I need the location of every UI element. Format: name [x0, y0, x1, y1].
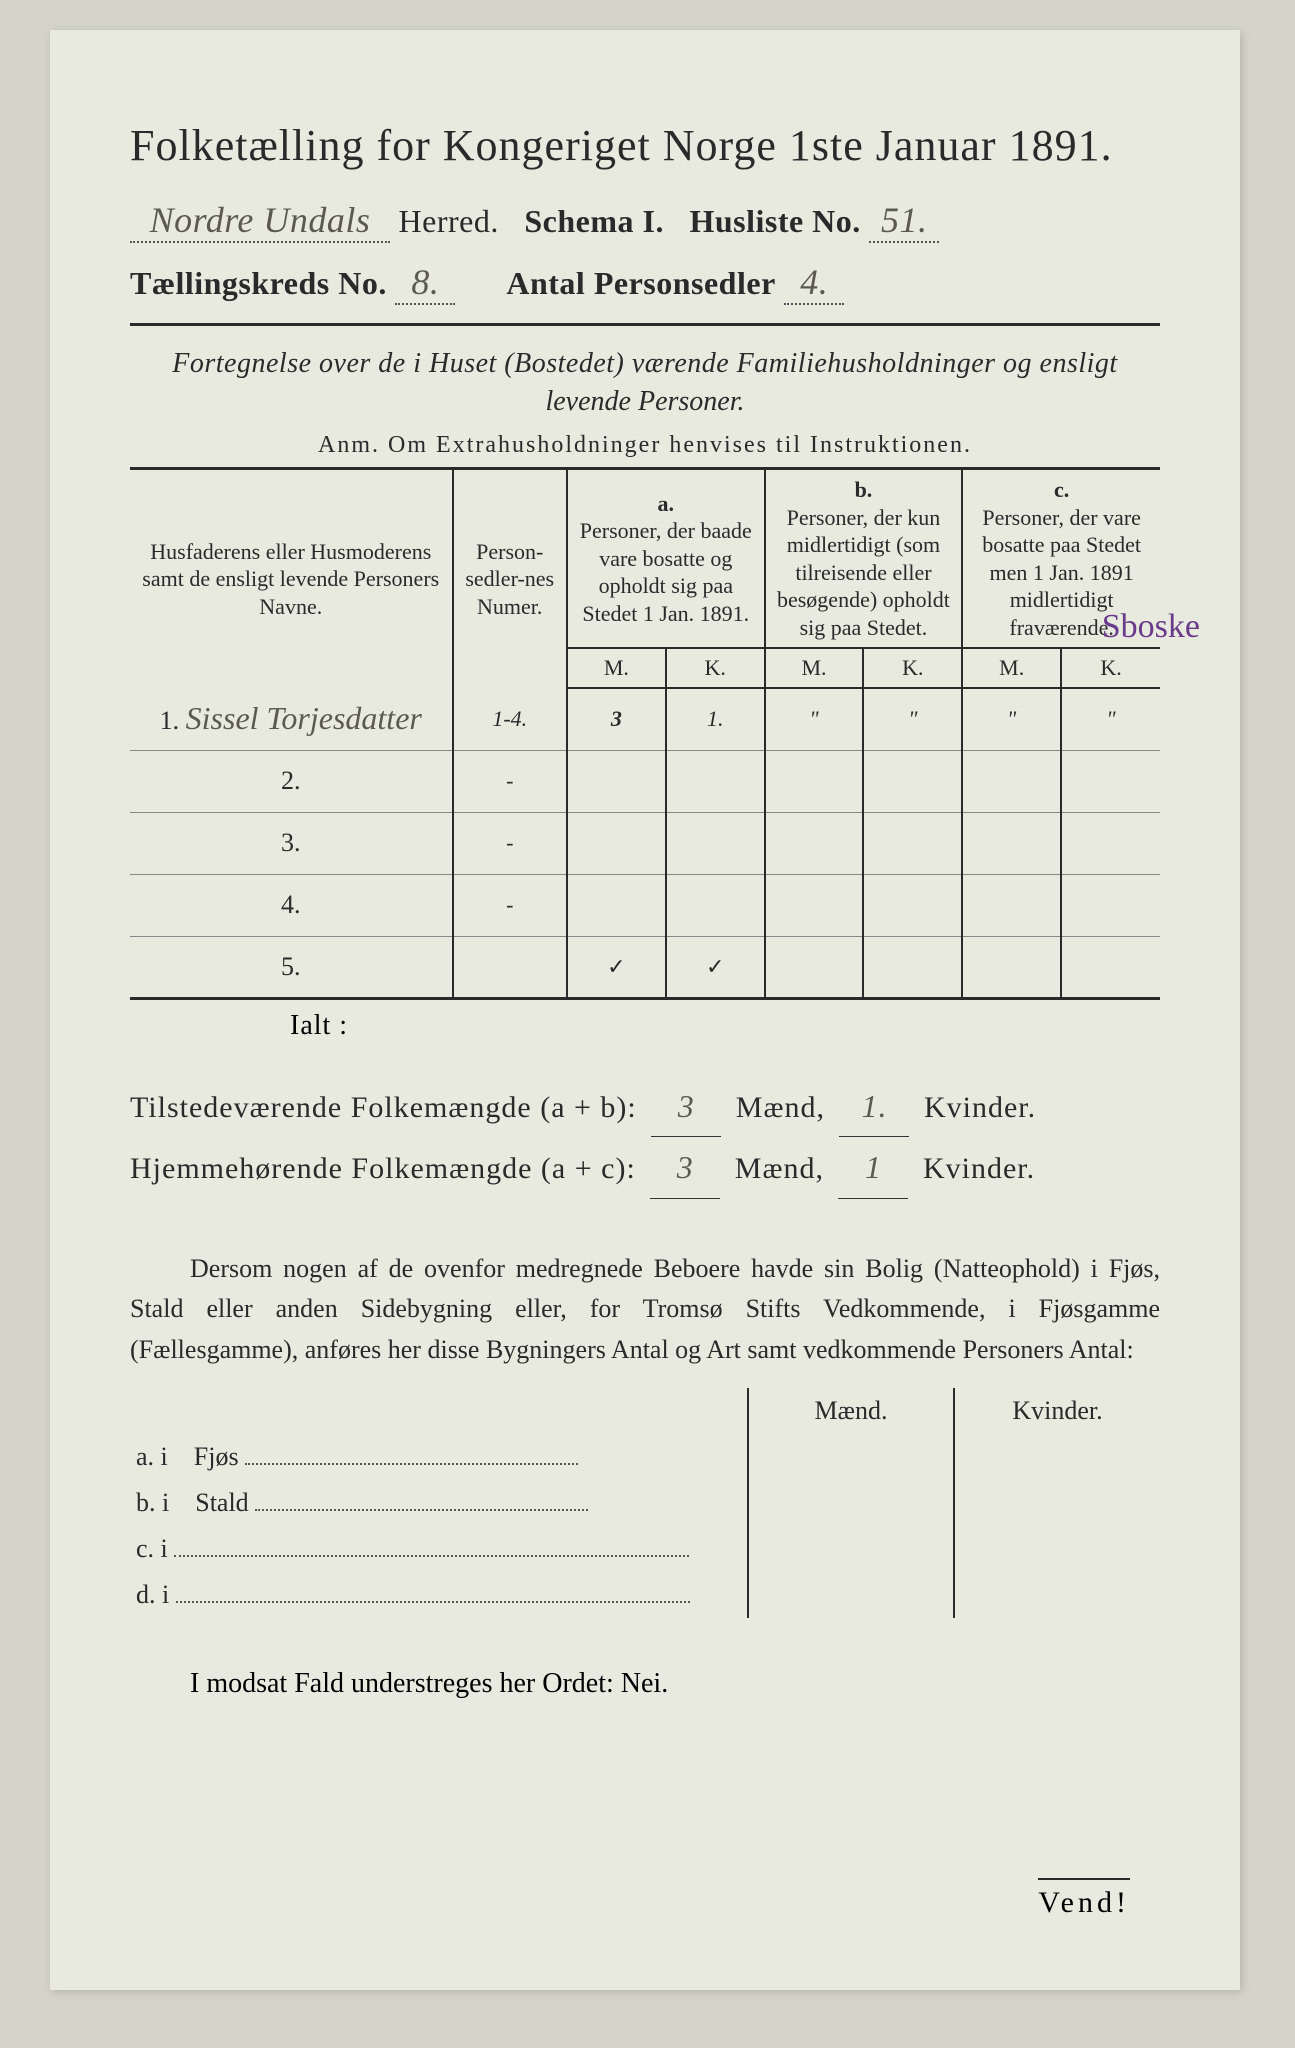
table-row: 3. - [130, 812, 1160, 874]
row-1-label: 1. Sissel Torjesdatter [130, 688, 453, 750]
row-1-ck: " [1061, 688, 1160, 750]
header-line-2: Tællingskreds No. 8. Antal Personsedler … [130, 261, 1160, 305]
mk-b-k: K. [863, 648, 962, 688]
mk-a-m: M. [567, 648, 666, 688]
sedler-label: Antal Personsedler [506, 265, 775, 301]
row-2-label: 2. [130, 750, 453, 812]
totals-line-2: Hjemmehørende Folkemængde (a + c): 3 Mæn… [130, 1137, 1160, 1199]
tick-mark: ✓ [567, 936, 666, 998]
ialt-label: Ialt : [290, 1010, 1160, 1042]
table-row: 1. Sissel Torjesdatter 1-4. 3 1. " " " " [130, 688, 1160, 750]
row-1-bm: " [765, 688, 864, 750]
side-header: Mænd. Kvinder. [130, 1388, 1160, 1434]
turn-over-label: Vend! [1038, 1878, 1130, 1920]
subtitle-1: Fortegnelse over de i Huset (Bostedet) v… [130, 348, 1160, 380]
total-resident-k: 1 [838, 1137, 908, 1199]
divider-1 [130, 323, 1160, 326]
subtitle-2: levende Personer. [130, 386, 1160, 418]
mk-c-m: M. [962, 648, 1061, 688]
side-row: a. i Fjøs [130, 1434, 1160, 1480]
row-3-label: 3. [130, 812, 453, 874]
mk-a-k: K. [666, 648, 765, 688]
row-5-label: 5. [130, 936, 453, 998]
total-present-m: 3 [651, 1076, 721, 1138]
kreds-value: 8. [395, 261, 455, 305]
household-table: Husfaderens eller Husmoderens samt de en… [130, 467, 1160, 1000]
side-building-paragraph: Dersom nogen af de ovenfor medregnede Be… [130, 1249, 1160, 1370]
col-header-a: a. Personer, der baade vare bosatte og o… [567, 469, 765, 649]
totals-line-1: Tilstedeværende Folkemængde (a + b): 3 M… [130, 1076, 1160, 1138]
side-row: b. i Stald [130, 1480, 1160, 1526]
census-form-page: Folketælling for Kongeriget Norge 1ste J… [50, 30, 1240, 1990]
modsat-line: I modsat Fald understreges her Ordet: Ne… [130, 1668, 1160, 1700]
kreds-label: Tællingskreds No. [130, 265, 387, 301]
totals-block: Tilstedeværende Folkemængde (a + b): 3 M… [130, 1076, 1160, 1200]
col-header-number: Person-sedler-nes Numer. [453, 469, 567, 689]
sedler-value: 4. [784, 261, 844, 305]
row-4-label: 4. [130, 874, 453, 936]
schema-label: Schema I. [524, 203, 664, 239]
herred-value: Nordre Undals [130, 199, 390, 243]
side-row: c. i [130, 1526, 1160, 1572]
row-1-ak: 1. [666, 688, 765, 750]
husliste-label: Husliste No. [689, 203, 860, 239]
table-row: 4. - [130, 874, 1160, 936]
husliste-value: 51. [869, 199, 939, 243]
row-4-num: - [453, 874, 567, 936]
row-1-am: 3 [567, 688, 666, 750]
table-header-labels: Husfaderens eller Husmoderens samt de en… [130, 469, 1160, 649]
mk-b-m: M. [765, 648, 864, 688]
col-header-b: b. Personer, der kun midlertidigt (som t… [765, 469, 963, 649]
table-row: 5. ✓ ✓ [130, 936, 1160, 998]
total-resident-m: 3 [650, 1137, 720, 1199]
mk-c-k: K. [1061, 648, 1160, 688]
herred-label: Herred. [399, 203, 499, 239]
table-row: 2. - [130, 750, 1160, 812]
side-col-maend: Mænd. [748, 1388, 954, 1434]
total-present-k: 1. [839, 1076, 909, 1138]
form-title: Folketælling for Kongeriget Norge 1ste J… [130, 120, 1160, 171]
row-1-num: 1-4. [453, 688, 567, 750]
row-3-num: - [453, 812, 567, 874]
row-2-num: - [453, 750, 567, 812]
tick-mark: ✓ [666, 936, 765, 998]
side-building-table: Mænd. Kvinder. a. i Fjøs b. i Stald c. i… [130, 1388, 1160, 1618]
margin-annotation: Sboske [1102, 608, 1200, 646]
side-building-block: Mænd. Kvinder. a. i Fjøs b. i Stald c. i… [130, 1388, 1160, 1618]
side-row: d. i [130, 1572, 1160, 1618]
row-1-bk: " [863, 688, 962, 750]
col-header-name: Husfaderens eller Husmoderens samt de en… [130, 469, 453, 689]
anm-note: Anm. Om Extrahusholdninger henvises til … [130, 432, 1160, 459]
side-col-kvinder: Kvinder. [954, 1388, 1160, 1434]
row-1-cm: " [962, 688, 1061, 750]
header-line-1: Nordre Undals Herred. Schema I. Husliste… [130, 199, 1160, 243]
row-1-name: Sissel Torjesdatter [186, 700, 422, 736]
